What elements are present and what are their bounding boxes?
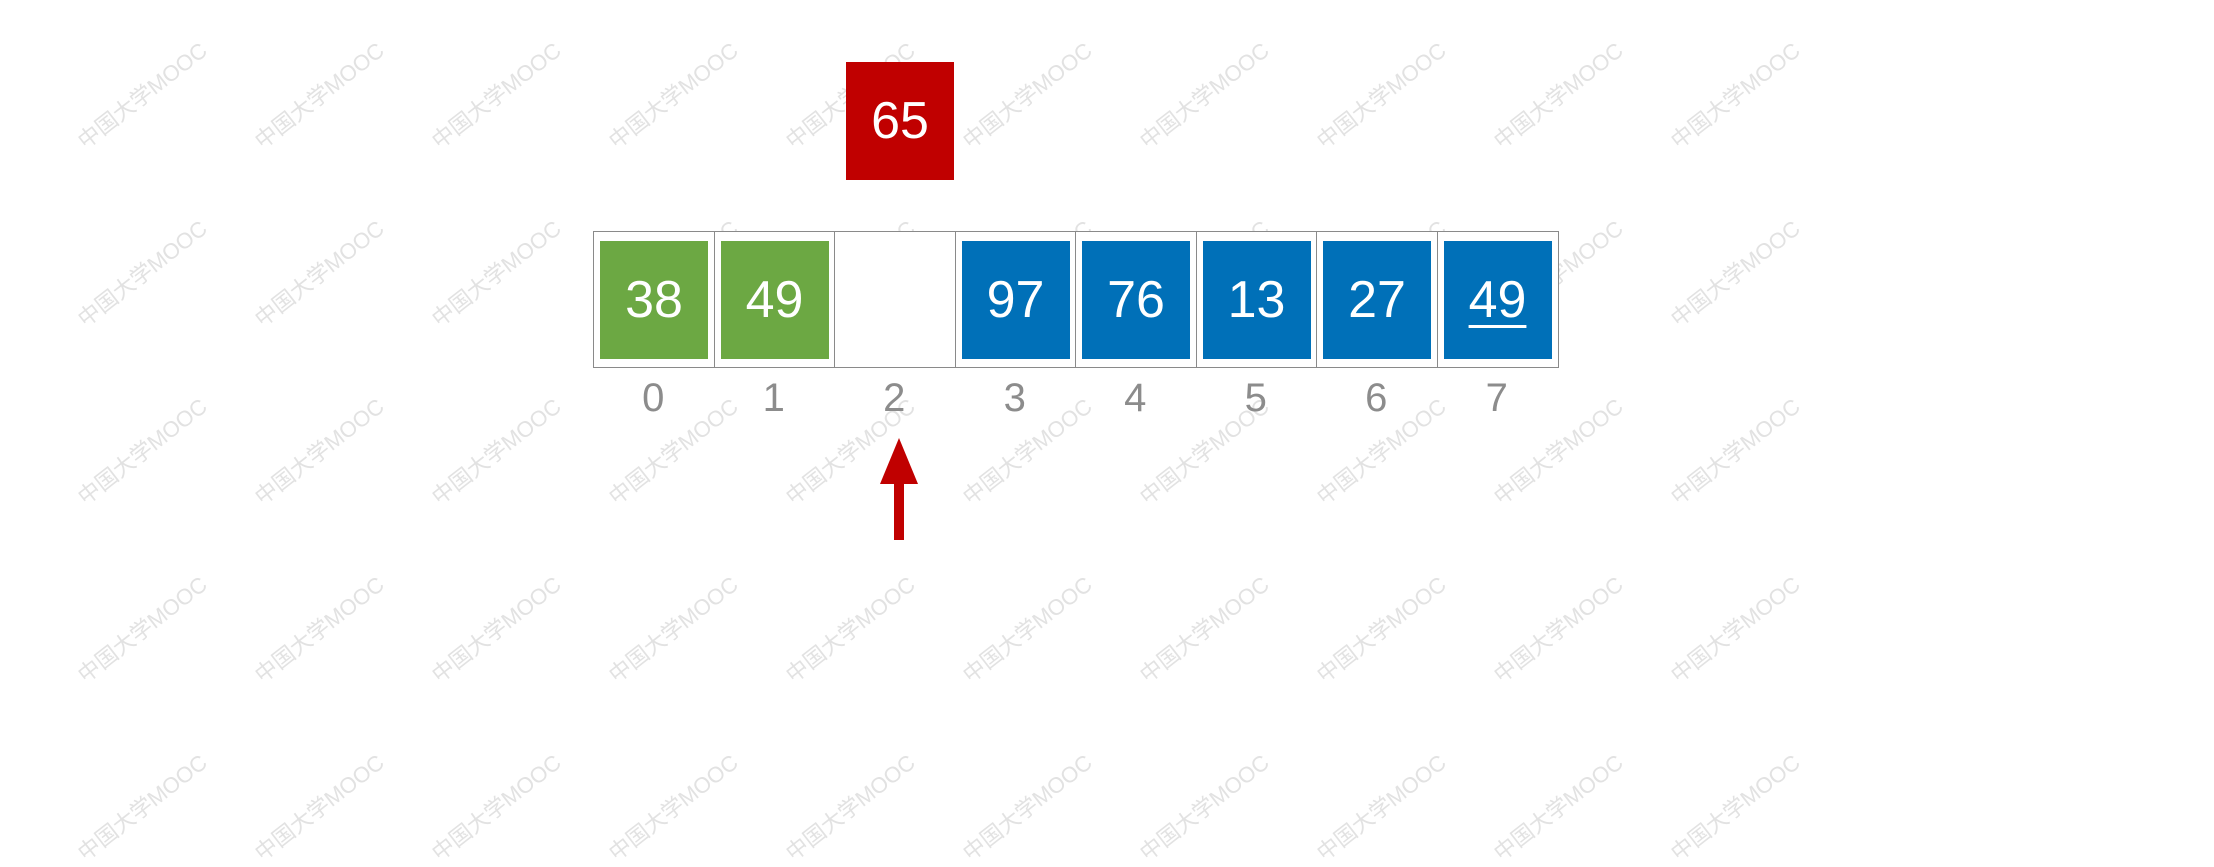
index-label-6: 6 xyxy=(1365,376,1388,420)
array-tile-5: 13 xyxy=(1202,240,1311,359)
watermark-text: 中国大学MOOC xyxy=(1312,749,1451,866)
watermark-text: 中国大学MOOC xyxy=(250,37,389,154)
watermark-text: 中国大学MOOC xyxy=(427,749,566,866)
watermark-text: 中国大学MOOC xyxy=(1135,37,1274,154)
watermark-text: 中国大学MOOC xyxy=(250,571,389,688)
watermark-text: 中国大学MOOC xyxy=(1489,749,1628,866)
array-tile-6: 27 xyxy=(1323,240,1431,359)
index-label-2: 2 xyxy=(883,376,906,420)
index-label-1: 1 xyxy=(762,376,785,420)
up-arrow-icon xyxy=(880,438,918,540)
watermark-text: 中国大学MOOC xyxy=(427,393,566,510)
watermark-text: 中国大学MOOC xyxy=(250,749,389,866)
watermark-text: 中国大学MOOC xyxy=(781,571,920,688)
array-tile-1: 49 xyxy=(720,240,829,359)
array-cell-6: 27 xyxy=(1316,231,1438,368)
watermark-text: 中国大学MOOC xyxy=(958,37,1097,154)
array-value-0: 38 xyxy=(625,270,683,329)
watermark-text: 中国大学MOOC xyxy=(1666,571,1805,688)
index-label-0: 0 xyxy=(642,376,665,420)
watermark-text: 中国大学MOOC xyxy=(604,571,743,688)
array-value-7: 49 xyxy=(1468,270,1527,329)
array-value-1: 49 xyxy=(745,270,804,329)
array-value-5: 13 xyxy=(1227,270,1286,329)
index-label-4: 4 xyxy=(1124,376,1147,420)
watermark-text: 中国大学MOOC xyxy=(958,571,1097,688)
watermark-text: 中国大学MOOC xyxy=(958,749,1097,866)
watermark-text: 中国大学MOOC xyxy=(73,215,212,332)
array-tile-7: 49 xyxy=(1443,240,1552,359)
watermark-text: 中国大学MOOC xyxy=(1666,749,1805,866)
watermark-text: 中国大学MOOC xyxy=(604,37,743,154)
watermark-text: 中国大学MOOC xyxy=(781,749,920,866)
array-value-6: 27 xyxy=(1348,270,1406,329)
watermark-text: 中国大学MOOC xyxy=(1666,215,1805,332)
array-value-4: 76 xyxy=(1107,270,1165,329)
array-cell-7: 49 xyxy=(1436,231,1559,368)
array: 38 49 97 76 13 27 49 xyxy=(593,231,1559,368)
key-element: 65 xyxy=(846,62,954,180)
watermark-text: 中国大学MOOC xyxy=(1135,749,1274,866)
index-label-7: 7 xyxy=(1485,376,1508,420)
watermark-text: 中国大学MOOC xyxy=(1489,571,1628,688)
watermark-text: 中国大学MOOC xyxy=(1312,571,1451,688)
index-label-3: 3 xyxy=(1003,376,1026,420)
watermark-text: 中国大学MOOC xyxy=(250,215,389,332)
watermark-text: 中国大学MOOC xyxy=(1666,393,1805,510)
watermark-text: 中国大学MOOC xyxy=(427,215,566,332)
watermark-text: 中国大学MOOC xyxy=(250,393,389,510)
index-labels: 0 1 2 3 4 5 6 7 xyxy=(593,376,1557,421)
watermark-text: 中国大学MOOC xyxy=(427,571,566,688)
array-cell-1: 49 xyxy=(713,231,836,368)
array-tile-0: 38 xyxy=(600,240,708,359)
watermark-text: 中国大学MOOC xyxy=(73,37,212,154)
key-value: 65 xyxy=(871,92,929,150)
array-value-3: 97 xyxy=(986,270,1045,329)
watermark-text: 中国大学MOOC xyxy=(604,749,743,866)
index-label-5: 5 xyxy=(1244,376,1267,420)
watermark-text: 中国大学MOOC xyxy=(73,749,212,866)
watermark-text: 中国大学MOOC xyxy=(1135,571,1274,688)
array-cell-0: 38 xyxy=(593,231,715,368)
watermark-text: 中国大学MOOC xyxy=(1489,37,1628,154)
array-cell-2 xyxy=(834,231,956,368)
watermark-text: 中国大学MOOC xyxy=(73,571,212,688)
watermark-text: 中国大学MOOC xyxy=(73,393,212,510)
watermark-text: 中国大学MOOC xyxy=(427,37,566,154)
watermark-text: 中国大学MOOC xyxy=(1312,37,1451,154)
array-tile-4: 76 xyxy=(1082,240,1190,359)
array-cell-4: 76 xyxy=(1075,231,1197,368)
array-tile-3: 97 xyxy=(961,240,1070,359)
array-cell-5: 13 xyxy=(1195,231,1318,368)
watermark-text: 中国大学MOOC xyxy=(1666,37,1805,154)
array-cell-3: 97 xyxy=(954,231,1077,368)
